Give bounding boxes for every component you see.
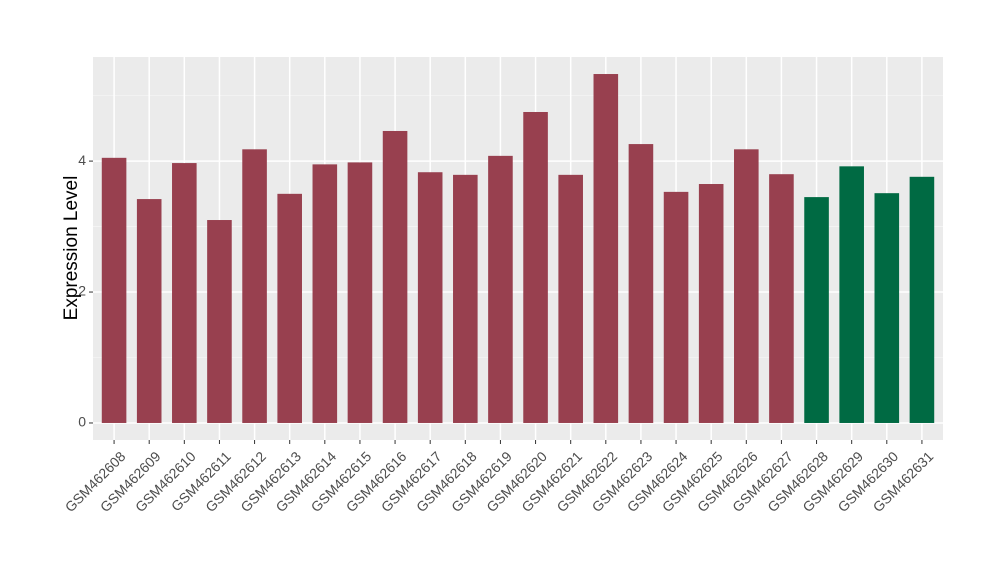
bar [874, 193, 900, 423]
bar [593, 74, 619, 423]
bar [347, 162, 373, 423]
bar [277, 193, 302, 423]
bar [242, 149, 267, 423]
bar [558, 174, 583, 423]
y-tick-label: 2 [78, 283, 86, 299]
bar [628, 144, 654, 423]
panel-background [93, 57, 943, 440]
bar [417, 172, 443, 423]
bar [909, 176, 935, 423]
bar [136, 199, 162, 423]
bar [769, 174, 794, 423]
bar [734, 149, 759, 423]
bar [101, 157, 127, 423]
bar [172, 163, 197, 423]
bar [523, 111, 548, 423]
y-tick-label: 4 [78, 152, 86, 168]
bar [312, 164, 338, 423]
bar [207, 220, 232, 423]
bars [101, 74, 935, 423]
bar [663, 191, 689, 423]
bar [382, 130, 408, 423]
bar [488, 155, 513, 423]
y-axis-title: Expression Level [61, 176, 82, 321]
bar [453, 174, 478, 423]
bar [698, 184, 724, 423]
bar [839, 166, 864, 423]
bar [804, 197, 829, 423]
y-tick-label: 0 [78, 414, 86, 430]
